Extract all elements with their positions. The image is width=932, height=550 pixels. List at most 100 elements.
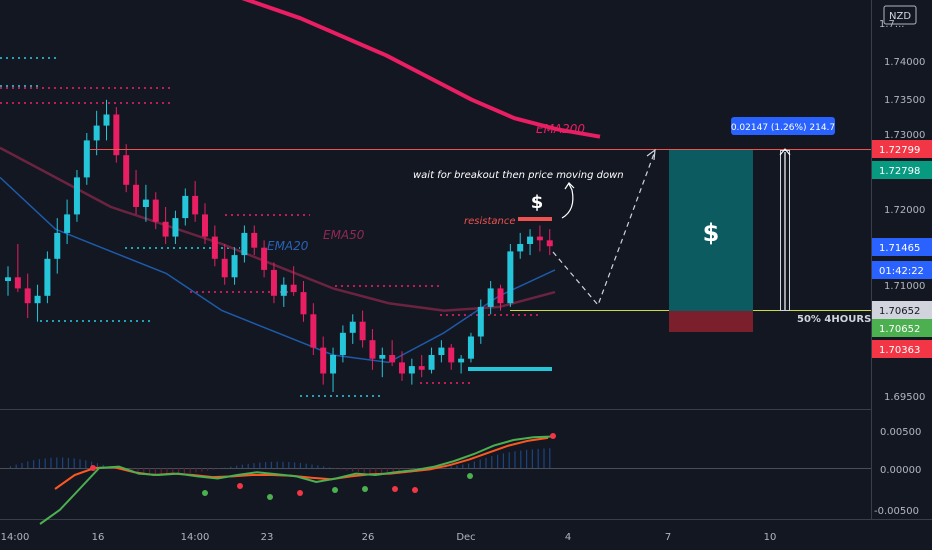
histogram-bar (15, 464, 17, 468)
price-label: 1.71465 (879, 243, 920, 254)
histogram-bar (491, 456, 493, 468)
histogram-bar (305, 463, 307, 468)
oscillator-axis: 0.00500 0.00000 -0.00500 (874, 427, 921, 517)
histogram-bar (73, 458, 75, 468)
candle-body (330, 355, 337, 374)
price-label-bg (872, 238, 932, 256)
histogram-bar (381, 468, 383, 475)
histogram-bar (357, 468, 359, 473)
target-zone[interactable] (669, 150, 753, 311)
oscillator-tick-label: 0.00500 (880, 427, 921, 438)
histogram-bar (346, 468, 348, 471)
candle-body (24, 288, 31, 304)
histogram-bar (392, 468, 394, 475)
ema200-line (241, 0, 601, 139)
currency-badge[interactable] (883, 5, 917, 25)
projection-arrowhead (646, 148, 656, 161)
histogram-bar (160, 468, 162, 475)
histogram-bar (149, 468, 151, 474)
candle-body (123, 155, 130, 185)
histogram-bar (485, 457, 487, 468)
histogram-bar (241, 464, 243, 468)
histogram-bar (352, 468, 354, 472)
candle-body (5, 277, 11, 281)
price-tick-label: 1.72000 (884, 205, 925, 216)
histogram-bar (56, 457, 58, 468)
histogram-bar (526, 449, 528, 468)
cross-marker (362, 486, 368, 492)
histogram-bar (444, 467, 446, 468)
stop-zone[interactable] (669, 311, 753, 332)
ema20-label: EMA20 (267, 239, 309, 253)
candle-body (517, 244, 524, 252)
ema20-line (0, 176, 556, 364)
histogram-bar (195, 468, 197, 473)
candle-body (270, 269, 277, 296)
histogram-bar (154, 468, 156, 474)
candle-body (379, 355, 386, 359)
candle-body (448, 347, 455, 363)
time-tick-label: 10 (764, 532, 777, 543)
histogram-bar (299, 462, 301, 468)
histogram-bar (172, 468, 174, 475)
histogram-bar (468, 463, 470, 468)
price-axis[interactable]: 1.74000 1.73500 1.73000 1.72000 1.71000 1.695… (884, 57, 925, 403)
histogram-bar (201, 468, 203, 472)
price-label-bg (872, 161, 932, 179)
time-axis[interactable]: 14:00 16 14:00 23 26 Dec 4 7 10 (1, 532, 777, 543)
histogram-bar (236, 465, 238, 468)
candle-body (103, 114, 110, 126)
cross-marker (392, 486, 398, 492)
measure-tooltip (731, 117, 835, 135)
candle-body (467, 336, 474, 359)
price-tick-label: 1.74000 (884, 57, 925, 68)
cross-marker (467, 473, 473, 479)
macd-line (39, 435, 554, 525)
histogram-bar (502, 453, 504, 468)
measure-tooltip-text: 0.02147 (1.26%) 214.7 (731, 123, 835, 133)
candle-body (261, 247, 268, 270)
histogram-bar (131, 468, 133, 472)
measure-box[interactable] (780, 150, 790, 311)
candle-body (369, 340, 376, 359)
candle-body (359, 321, 366, 341)
histogram-bar (44, 458, 46, 468)
candle-body (14, 277, 21, 289)
time-tick-label: 7 (665, 532, 671, 543)
candle-body (389, 355, 396, 363)
candle-body (93, 125, 100, 141)
histogram-bar (270, 461, 272, 468)
cross-marker (202, 490, 208, 496)
histogram-bar (479, 459, 481, 468)
histogram-bar (166, 468, 168, 475)
histogram-bar (531, 449, 533, 468)
breakout-note: wait for breakout then price moving down (413, 170, 624, 181)
candle-body (418, 366, 425, 370)
price-label-bg (872, 340, 932, 358)
candle-body (290, 284, 297, 293)
price-label: 1.70363 (879, 345, 920, 356)
histogram-bar (282, 461, 284, 468)
candle-body (310, 314, 317, 348)
histogram-bar (207, 468, 209, 471)
drawings (90, 148, 871, 371)
histogram-bar (67, 457, 69, 468)
candle-body (34, 295, 41, 304)
candle-body (280, 284, 287, 296)
candle-body (192, 195, 199, 215)
histogram-bar (178, 468, 180, 475)
histogram-bar (62, 457, 64, 468)
histogram-bar (340, 468, 342, 470)
dotted-levels (0, 57, 540, 397)
price-label: 1.72798 (879, 166, 920, 177)
oscillator-tick-label: 0.00000 (880, 465, 921, 476)
histogram-bar (456, 465, 458, 468)
histogram-bar (363, 468, 365, 473)
histogram-bar (375, 468, 377, 474)
histogram-bar (91, 461, 93, 468)
histogram-bar (96, 463, 98, 468)
ema200-label: EMA200 (536, 122, 585, 136)
candle-body (339, 332, 346, 355)
curved-arrowhead (564, 182, 575, 190)
